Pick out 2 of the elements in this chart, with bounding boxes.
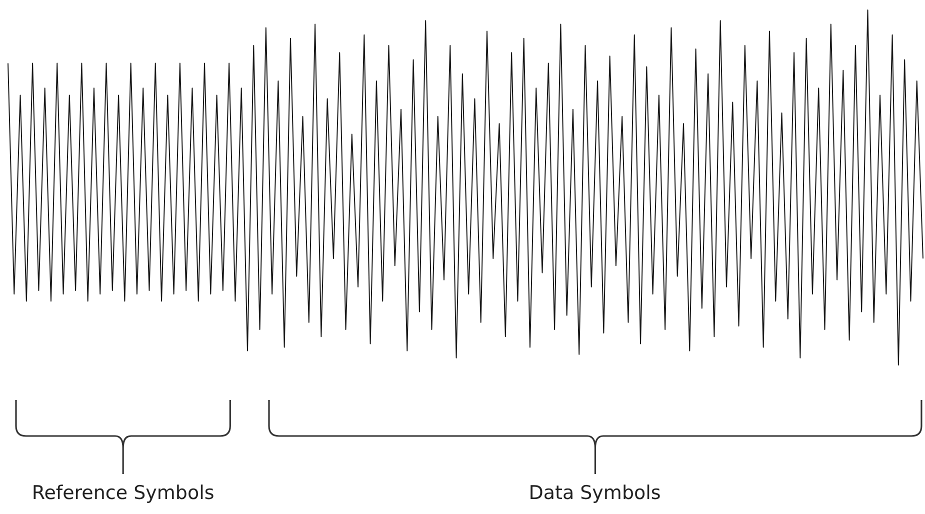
text: Reference Symbols: [32, 482, 214, 504]
text: Data Symbols: [528, 482, 661, 504]
